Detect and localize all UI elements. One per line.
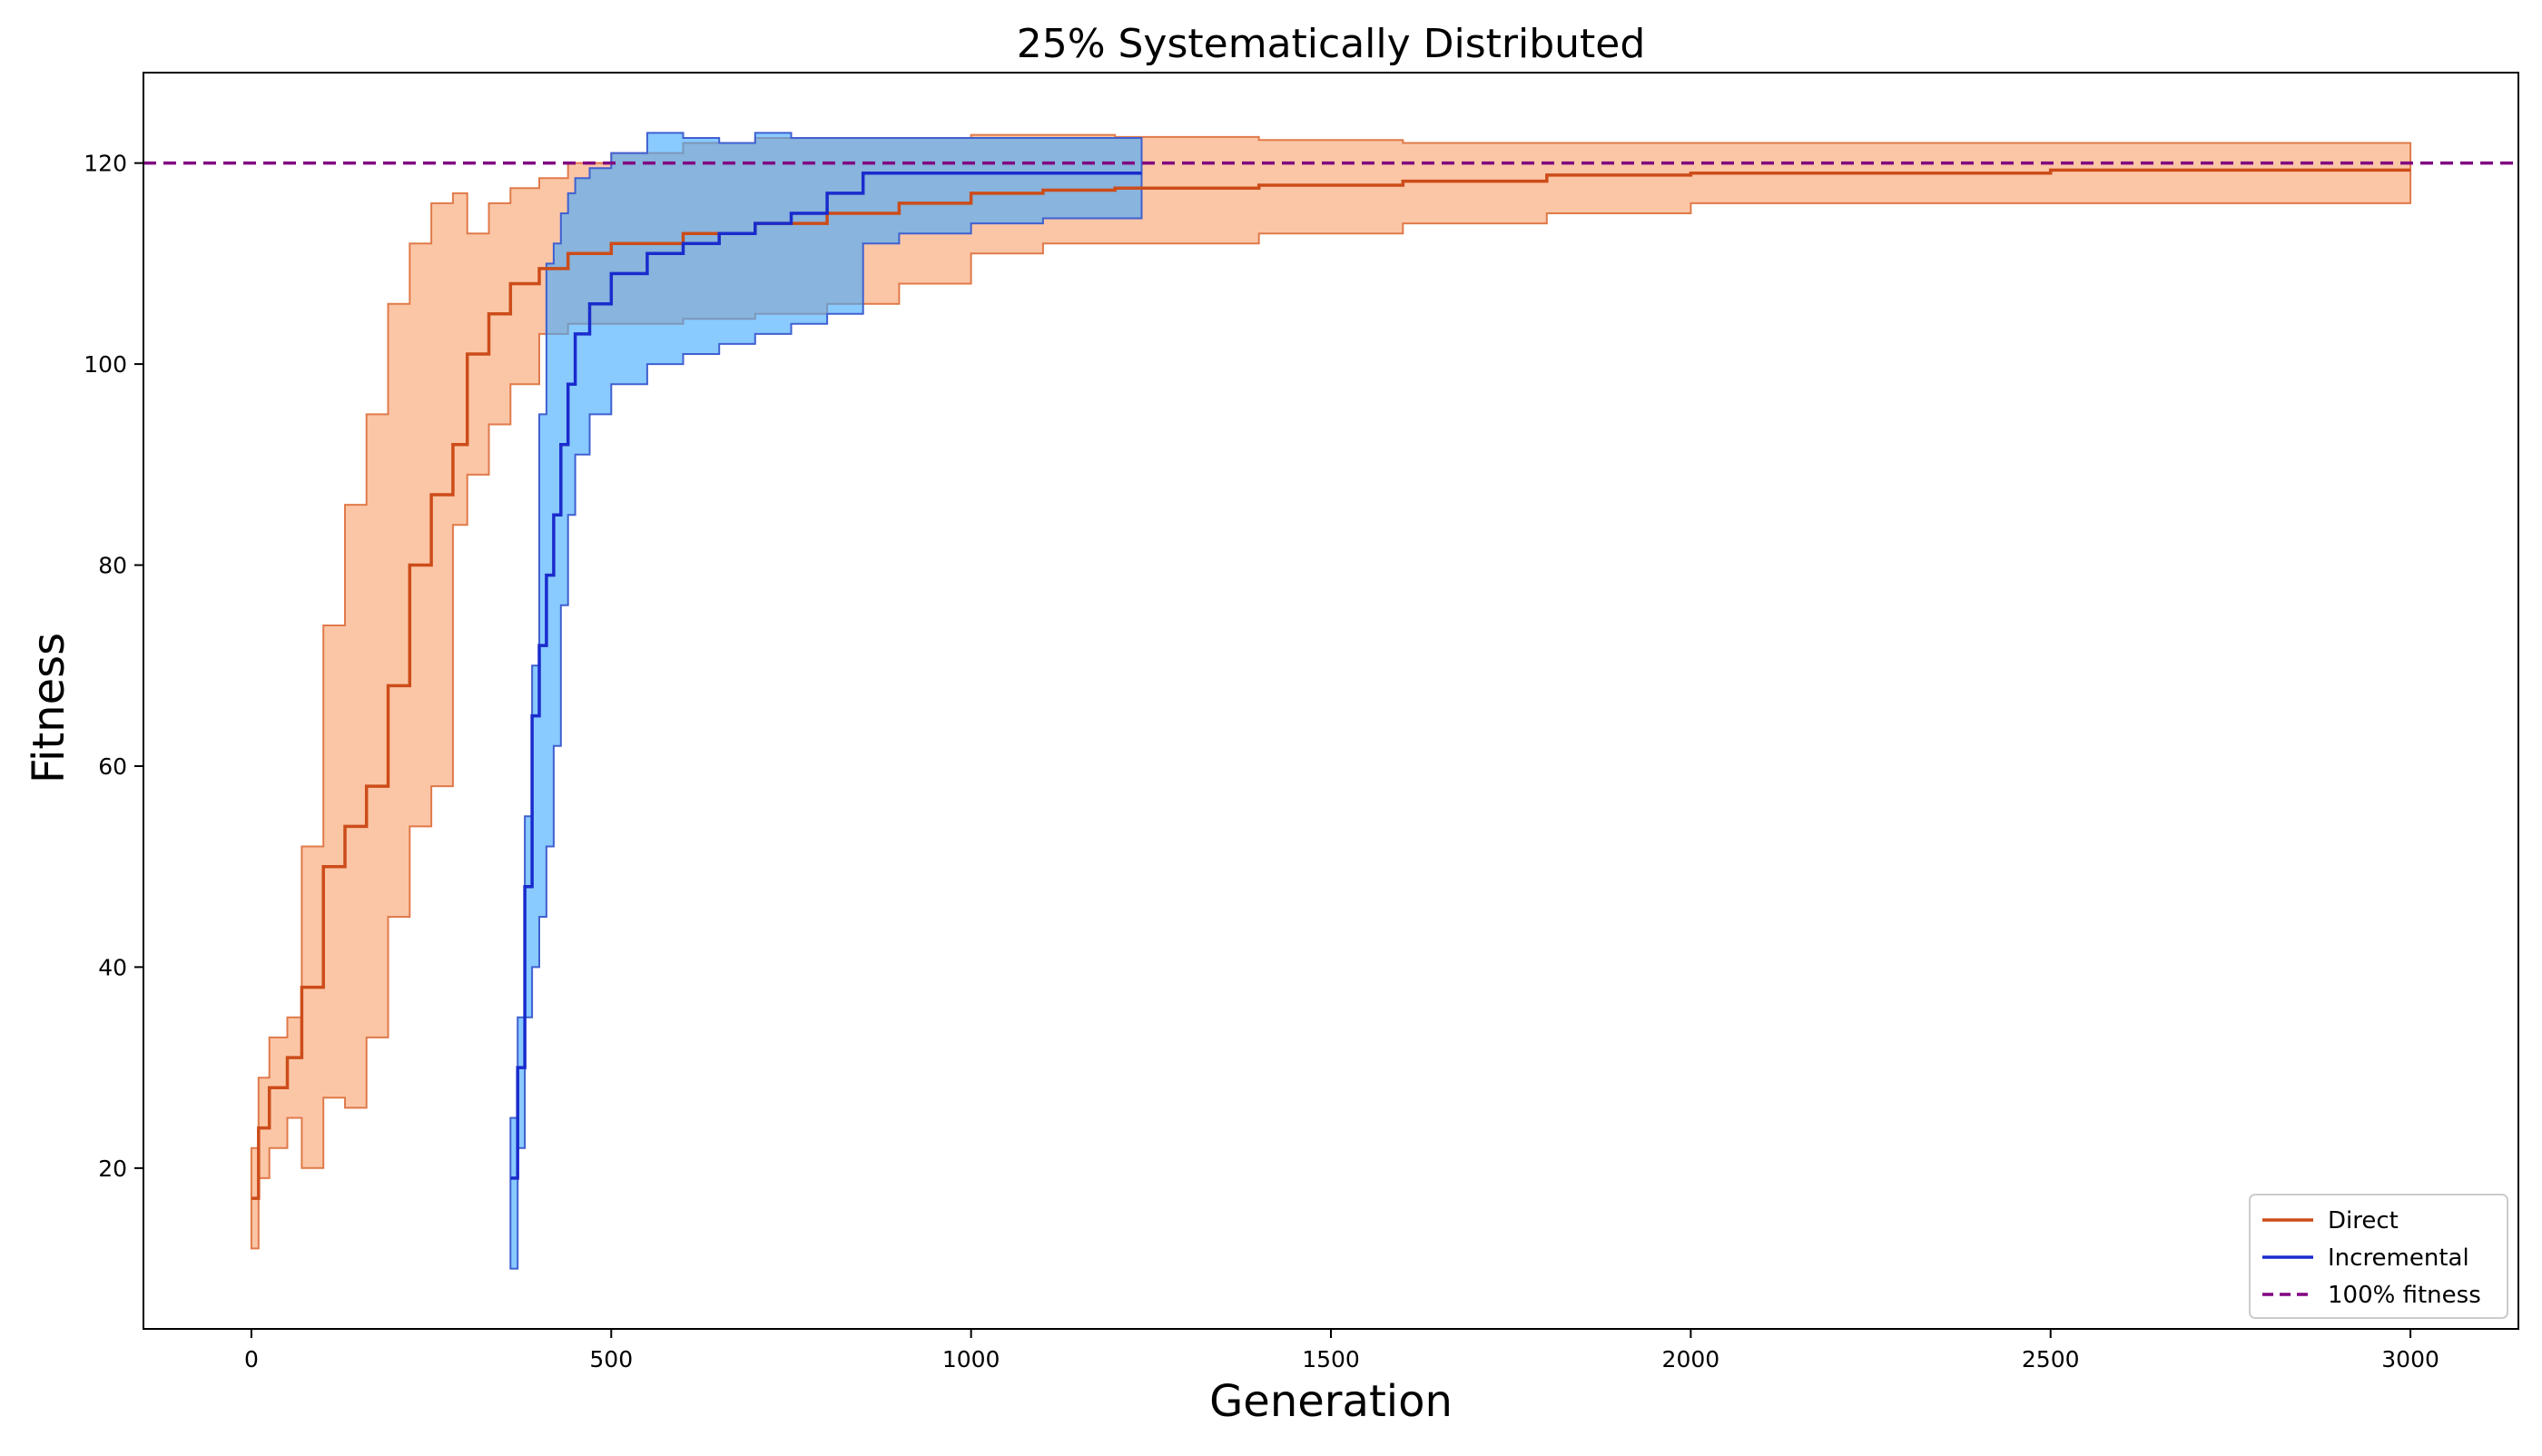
x-tick-label: 1500 [1302, 1346, 1360, 1372]
x-axis-label: Generation [1209, 1376, 1453, 1427]
legend-box [2249, 1194, 2508, 1319]
y-axis-label: Fitness [24, 633, 74, 783]
chart-title: 25% Systematically Distributed [1017, 21, 1646, 67]
y-tick-label: 100 [84, 351, 127, 378]
y-tick-label: 40 [98, 954, 127, 980]
incremental-band [509, 132, 1143, 1270]
direct-line [251, 168, 2411, 1200]
series-lines [251, 168, 2411, 1200]
y-tick-label: 120 [84, 151, 127, 177]
incremental-line [510, 171, 1142, 1180]
y-tick-label: 80 [98, 553, 127, 579]
x-axis-ticks: 0 500 1000 1500 2000 2500 3000 [244, 1329, 2439, 1372]
x-tick-label: 2000 [1662, 1346, 1720, 1372]
x-tick-label: 0 [244, 1346, 259, 1372]
legend-label: Direct [2328, 1207, 2399, 1235]
x-tick-label: 1000 [942, 1346, 1000, 1372]
legend: Direct Incremental 100% fitness [2249, 1194, 2508, 1319]
legend-label: Incremental [2328, 1244, 2469, 1272]
x-tick-label: 500 [589, 1346, 633, 1372]
y-axis-ticks: 20 40 60 80 100 120 [84, 151, 143, 1182]
x-tick-label: 2500 [2022, 1346, 2080, 1372]
y-tick-label: 20 [98, 1156, 127, 1182]
legend-label: 100% fitness [2328, 1282, 2481, 1309]
x-tick-label: 3000 [2381, 1346, 2439, 1372]
confidence-bands [250, 132, 2412, 1270]
y-tick-label: 60 [98, 753, 127, 780]
direct-band [250, 133, 2412, 1250]
